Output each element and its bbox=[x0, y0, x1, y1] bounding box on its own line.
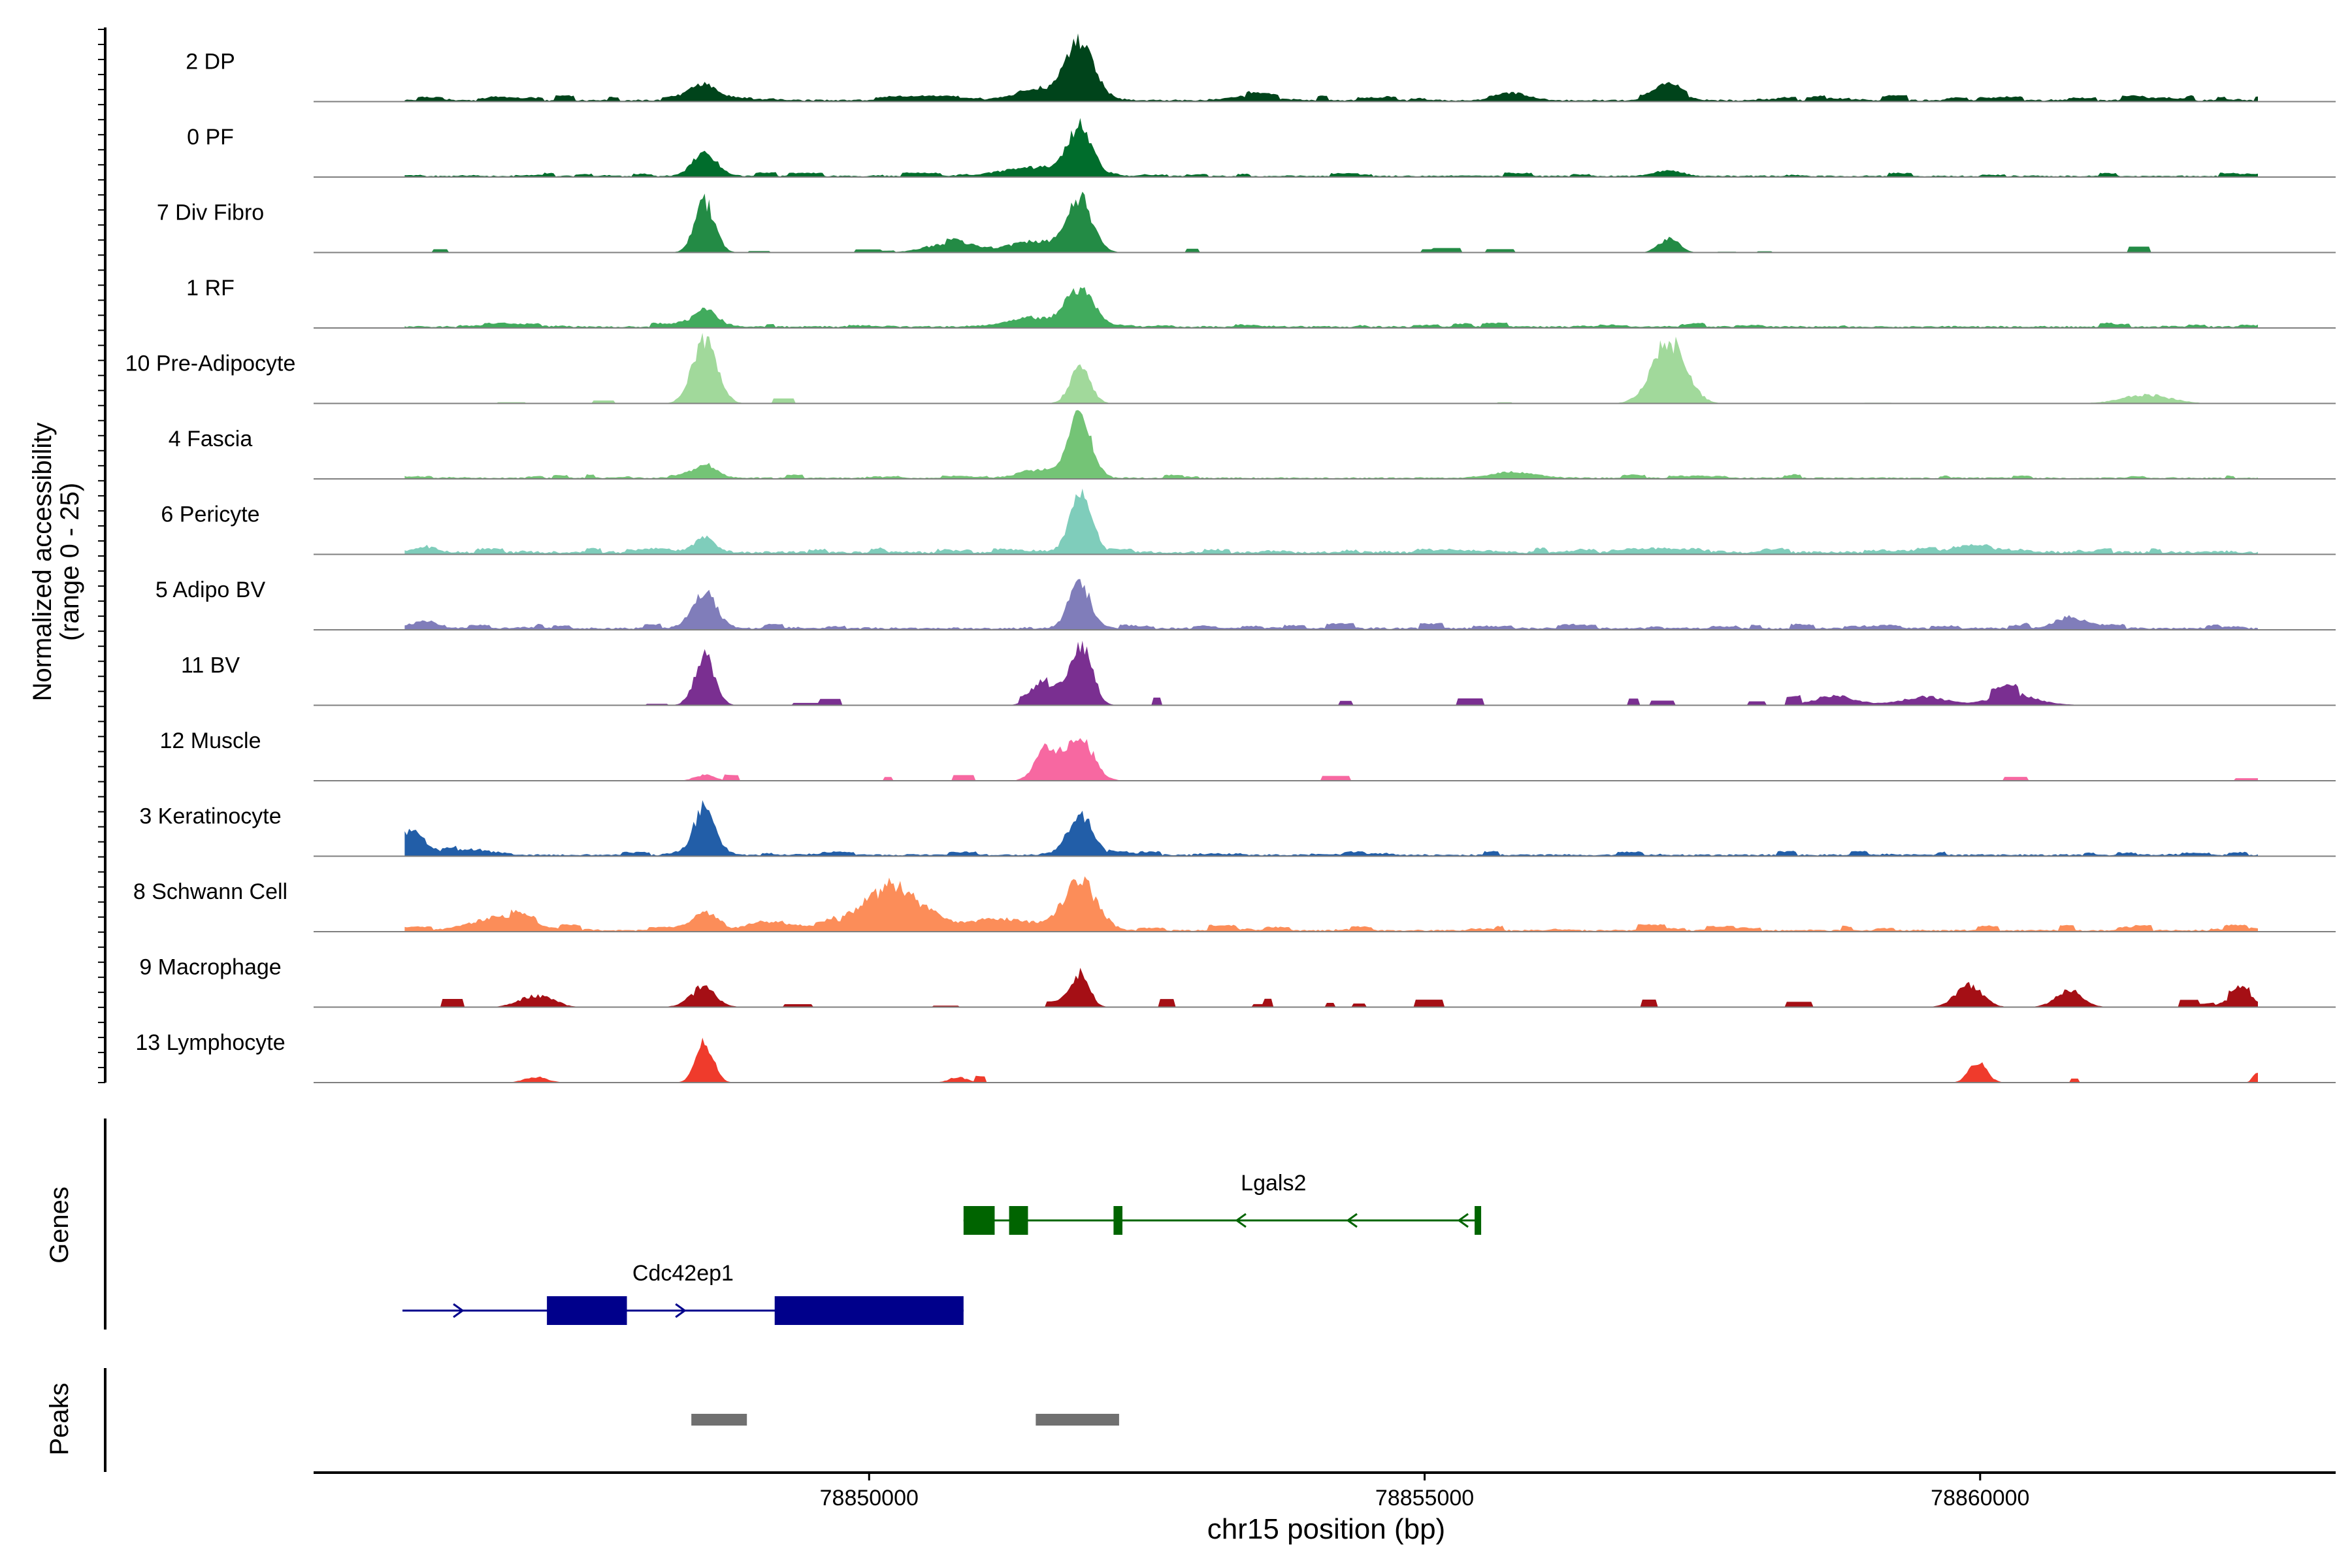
track-label: 4 Fascia bbox=[169, 427, 253, 451]
coverage-area bbox=[404, 191, 2259, 253]
track-3-keratinocyte: 3 Keratinocyte bbox=[139, 800, 2336, 857]
coverage-area bbox=[404, 579, 2259, 630]
gene-label: Lgals2 bbox=[1241, 1171, 1306, 1196]
track-label: 6 Pericyte bbox=[161, 502, 259, 527]
x-axis: chr15 position (bp) 78850000 78855000 7886… bbox=[314, 1471, 2336, 1545]
exon bbox=[1113, 1206, 1122, 1235]
track-0-pf: 0 PF bbox=[187, 118, 2336, 178]
peaks-axis-label: Peaks bbox=[45, 1382, 74, 1455]
strand-arrow bbox=[1235, 1213, 1247, 1228]
track-label: 1 RF bbox=[186, 276, 235, 301]
track-11-bv: 11 BV bbox=[181, 640, 2336, 706]
coverage-area bbox=[404, 738, 2259, 781]
x-tick-label: 78860000 bbox=[1931, 1486, 2029, 1511]
exon bbox=[1009, 1206, 1028, 1235]
track-label: 2 DP bbox=[186, 50, 235, 74]
coverage-area bbox=[404, 968, 2259, 1007]
exon bbox=[774, 1296, 964, 1325]
track-label: 7 Div Fibro bbox=[157, 201, 264, 225]
exon bbox=[1475, 1206, 1482, 1235]
track-label: 9 Macrophage bbox=[139, 955, 281, 980]
y-axis-label-line1: Normalized accessibility bbox=[28, 423, 57, 702]
gene-label: Cdc42ep1 bbox=[632, 1261, 734, 1286]
coverage-area bbox=[404, 118, 2259, 177]
peaks-track: Peaks bbox=[45, 1368, 1119, 1472]
coverage-tracks: 2 DP 0 PF 7 Div Fibro 1 RF 10 Pre-Adipocyte 4… bbox=[125, 33, 2336, 1083]
x-axis-label: chr15 position (bp) bbox=[1207, 1513, 1445, 1545]
track-12-muscle: 12 Muscle bbox=[160, 728, 2336, 781]
gene-cdc42ep1: Cdc42ep1 bbox=[402, 1261, 964, 1325]
exon bbox=[547, 1296, 627, 1325]
coverage-area bbox=[404, 876, 2259, 932]
strand-arrow bbox=[1346, 1213, 1358, 1228]
coverage-area bbox=[404, 33, 2259, 102]
track-label: 10 Pre-Adipocyte bbox=[125, 351, 296, 376]
coverage-area bbox=[404, 333, 2259, 404]
track-8-schwann-cell: 8 Schwann Cell bbox=[133, 876, 2336, 932]
strand-arrow bbox=[675, 1303, 687, 1318]
x-tick-label: 78855000 bbox=[1375, 1486, 1474, 1511]
track-5-adipo-bv: 5 Adipo BV bbox=[155, 578, 2336, 630]
track-label: 8 Schwann Cell bbox=[133, 879, 287, 904]
coverage-area bbox=[404, 640, 2259, 706]
strand-arrow bbox=[1457, 1213, 1469, 1228]
exon bbox=[963, 1206, 995, 1235]
track-9-macrophage: 9 Macrophage bbox=[139, 955, 2336, 1008]
coverage-area bbox=[404, 488, 2259, 555]
peak-region bbox=[691, 1414, 747, 1426]
x-tick-label: 78850000 bbox=[820, 1486, 919, 1511]
track-7-div-fibro: 7 Div Fibro bbox=[157, 191, 2336, 253]
accessibility-axis: Normalized accessibility (range 0 - 25) bbox=[28, 27, 106, 1083]
gene-annotation-track: Genes Lgals2 Cdc42ep1 bbox=[45, 1119, 1482, 1330]
y-axis-label-line2: (range 0 - 25) bbox=[56, 483, 84, 641]
gene-lgals2: Lgals2 bbox=[963, 1171, 1482, 1235]
strand-arrow bbox=[453, 1303, 465, 1318]
track-4-fascia: 4 Fascia bbox=[169, 410, 2336, 480]
track-label: 13 Lymphocyte bbox=[135, 1030, 285, 1055]
track-2-dp: 2 DP bbox=[186, 33, 2336, 103]
track-label: 3 Keratinocyte bbox=[139, 804, 281, 829]
coverage-area bbox=[404, 1037, 2259, 1083]
coverage-area bbox=[404, 287, 2259, 328]
genes-axis-label: Genes bbox=[45, 1186, 74, 1264]
coverage-area bbox=[404, 410, 2259, 479]
coverage-area bbox=[404, 800, 2259, 857]
track-label: 11 BV bbox=[181, 653, 240, 678]
track-10-pre-adipocyte: 10 Pre-Adipocyte bbox=[125, 333, 2336, 404]
track-1-rf: 1 RF bbox=[186, 276, 2336, 329]
track-13-lymphocyte: 13 Lymphocyte bbox=[135, 1030, 2336, 1083]
track-label: 12 Muscle bbox=[160, 728, 261, 753]
track-label: 0 PF bbox=[187, 125, 234, 150]
track-label: 5 Adipo BV bbox=[155, 578, 266, 602]
peak-region bbox=[1036, 1414, 1119, 1426]
track-6-pericyte: 6 Pericyte bbox=[161, 488, 2336, 555]
